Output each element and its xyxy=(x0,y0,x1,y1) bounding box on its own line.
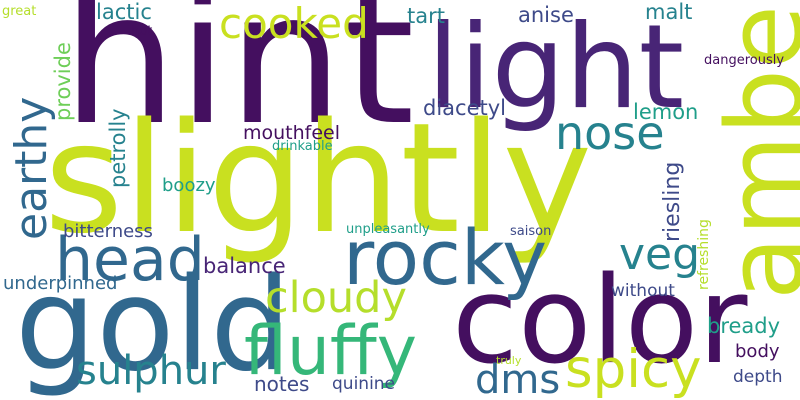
word-bready: bready xyxy=(707,314,781,338)
word-gold: gold xyxy=(15,251,292,400)
word-earthy: earthy xyxy=(6,96,57,240)
word-quinine: quinine xyxy=(332,374,396,394)
word-petrolly: petrolly xyxy=(106,108,130,188)
word-nose: nose xyxy=(555,106,665,160)
word-refreshing: refreshing xyxy=(696,219,712,290)
word-head: head xyxy=(55,225,205,295)
word-fluffy: fluffy xyxy=(244,312,418,391)
word-hot: hot xyxy=(131,24,153,39)
word-color: color xyxy=(452,252,748,391)
word-light: light xyxy=(427,0,685,135)
word-veg: veg xyxy=(619,229,701,280)
word-drinkable: drinkable xyxy=(272,139,333,154)
word-hint: hint xyxy=(62,0,415,165)
word-lactic: lactic xyxy=(96,0,152,24)
word-unpleasantly: unpleasantly xyxy=(346,222,430,237)
word-rocky: rocky xyxy=(343,213,548,302)
word-dangerously: dangerously xyxy=(704,53,785,68)
word-cloudy: cloudy xyxy=(265,273,407,323)
word-great: great xyxy=(2,4,37,19)
word-riesling: riesling xyxy=(660,161,685,242)
word-sulphur: sulphur xyxy=(76,348,226,394)
word-balance: balance xyxy=(203,254,286,278)
word-provide: provide xyxy=(51,42,75,121)
word-depth: depth xyxy=(733,367,783,387)
word-bitterness: bitterness xyxy=(63,221,153,242)
word-underpinned: underpinned xyxy=(3,273,118,294)
word-spicy: spicy xyxy=(565,339,702,400)
word-lemon: lemon xyxy=(633,100,699,124)
word-tart: tart xyxy=(407,4,445,28)
word-anise: anise xyxy=(518,3,574,27)
word-slightly: slightly xyxy=(44,90,593,267)
word-dms: dms xyxy=(475,357,561,400)
word-diacetyl: diacetyl xyxy=(423,96,506,120)
word-malt: malt xyxy=(645,0,693,24)
word-boozy: boozy xyxy=(162,175,216,196)
word-without: without xyxy=(611,281,675,301)
word-truly: truly xyxy=(496,354,522,367)
word-mouthfeel: mouthfeel xyxy=(243,122,341,144)
word-body: body xyxy=(735,341,780,362)
word-cooked: cooked xyxy=(219,0,369,48)
word-saison: saison xyxy=(510,224,552,239)
word-notes: notes xyxy=(254,372,310,396)
